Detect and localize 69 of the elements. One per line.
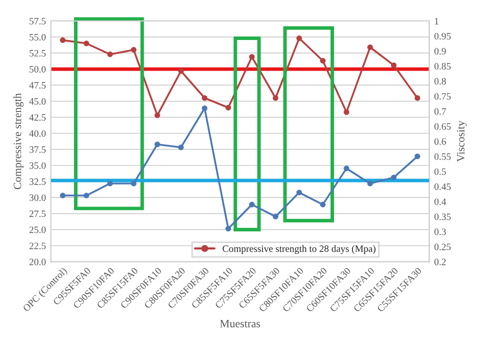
point (225, 104, 232, 110)
y2-axis-title: Viscosity (456, 120, 467, 162)
point (249, 54, 255, 60)
point (154, 142, 160, 148)
y-tick-label: 27.5 (29, 210, 46, 218)
y2-tick-label: 0.65 (434, 123, 451, 130)
point (178, 144, 184, 150)
point (272, 214, 278, 220)
point (130, 47, 136, 53)
point (272, 95, 278, 101)
point (202, 95, 208, 101)
y2-tick-label: 0.2 (434, 258, 446, 266)
y2-tick-label: 0.25 (434, 244, 451, 250)
y-tick-label: 22.5 (29, 242, 46, 250)
legend-label: Compressive strength to 28 days (Mpa) (222, 245, 376, 254)
point (107, 180, 113, 186)
point (296, 190, 302, 196)
y2-tick-label: 0.7 (434, 108, 446, 115)
point (84, 192, 90, 198)
y-axis-title: Compressive strength (13, 93, 24, 190)
point (296, 36, 302, 42)
y-tick-label: 45.0 (29, 98, 46, 105)
point (344, 109, 350, 115)
y2-tick-label: 0.85 (434, 63, 451, 70)
y-tick-label: 57.5 (30, 18, 46, 24)
point (225, 226, 232, 232)
point (202, 105, 208, 112)
y2-tick-label: 0.3 (434, 228, 446, 236)
y-tick-label: 32.5 (30, 178, 46, 185)
y2-tick-label: 0.95 (434, 32, 451, 40)
y-tick-label: 55.0 (30, 34, 46, 41)
y-tick-label: 50.0 (30, 66, 46, 73)
point (249, 202, 255, 208)
point (367, 44, 373, 50)
y-tick-label: 20.0 (29, 258, 46, 266)
y2-tick-label: 0.75 (434, 93, 451, 100)
y-tick-label: 35.0 (30, 162, 46, 169)
y2-tick-label: 0.55 (434, 153, 451, 160)
point (367, 180, 373, 186)
point (154, 112, 160, 118)
point (320, 202, 326, 208)
y2-tick-label: 0.8 (434, 78, 446, 85)
y-tick-label: 37.5 (30, 146, 46, 153)
point (130, 180, 136, 186)
y2-tick-label: 0.4 (434, 198, 446, 206)
x-axis-title: Muestras (220, 320, 260, 328)
y-tick-label: 52.5 (30, 50, 46, 57)
point (178, 68, 184, 74)
y-tick-label: 42.5 (29, 114, 46, 121)
y-tick-label: 25.0 (29, 226, 46, 234)
point (414, 154, 420, 160)
y-tick-label: 40.0 (29, 130, 46, 137)
y2-tick-label: 0.35 (434, 214, 451, 220)
y2-tick-label: 1 (434, 18, 438, 24)
point (320, 58, 326, 64)
y-tick-label: 30.0 (30, 194, 46, 202)
point (390, 62, 397, 68)
point (390, 174, 397, 180)
y2-tick-label: 0.9 (434, 48, 446, 55)
point (84, 40, 90, 46)
point (414, 95, 420, 101)
y2-tick-label: 0.5 (434, 168, 446, 175)
point (344, 166, 350, 172)
point (107, 52, 113, 58)
y2-tick-label: 0.45 (434, 183, 451, 190)
y-tick-label: 47.5 (29, 82, 46, 89)
y2-tick-label: 0.6 (434, 138, 446, 145)
point (60, 37, 66, 43)
point (60, 192, 66, 198)
